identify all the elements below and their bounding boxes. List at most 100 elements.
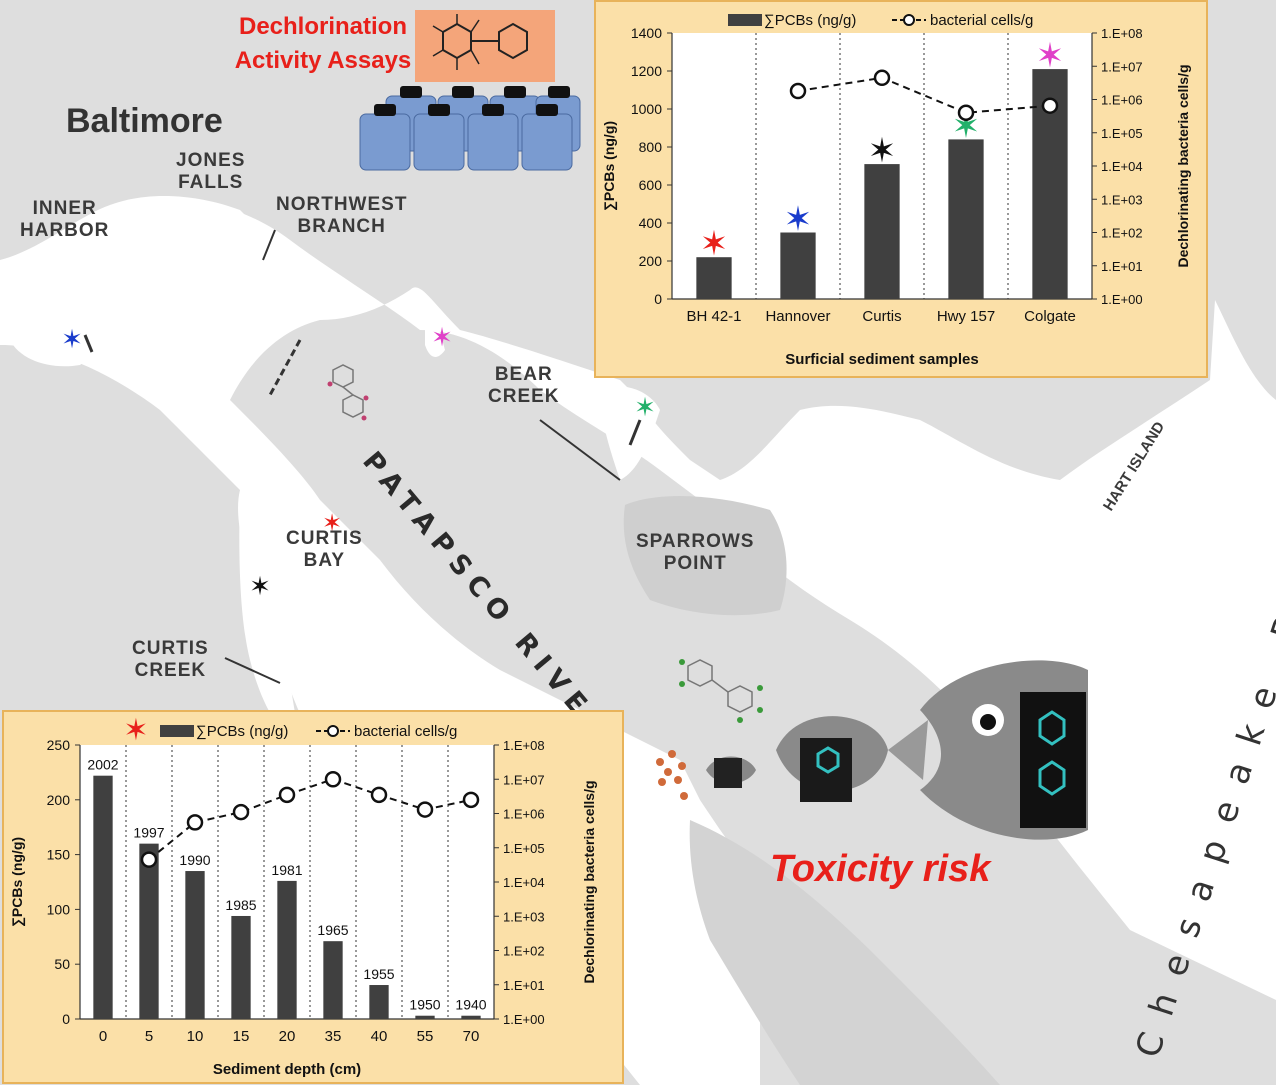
y-tick-label: 1200 [631,63,662,79]
y2-tick-label: 1.E+00 [1101,292,1143,307]
y-tick-label: 400 [639,215,663,231]
bar-year-label: 1940 [455,997,486,1013]
y-tick-label: 200 [47,792,71,808]
bacteria-point [957,104,975,121]
map-star-hannover: ✶ [61,324,83,354]
bear-creek-water [600,386,660,480]
map-star-colgate: ✶ [431,322,453,352]
y-axis-label: ∑PCBs (ng/g) [9,837,26,927]
map-star-bh42: ✶ [322,510,342,537]
y2-tick-label: 1.E+03 [503,909,545,924]
x-tick-label: 5 [145,1028,153,1045]
y2-tick-label: 1.E+01 [503,978,545,993]
legend-line-marker [327,725,339,737]
depth-chart-panel: 0 50 100 150 200 250 1.E+00 1.E+01 1.E+02 1.E+03 1… [2,710,624,1084]
x-tick-label: Colgate [1024,308,1076,325]
y2-tick-label: 1.E+02 [503,944,545,959]
x-tick-label: 70 [463,1028,480,1045]
label-curtis-bay: CURTIS BAY [286,528,363,571]
bacteria-point [789,82,807,100]
map-star-hwy157: ✶ [634,392,656,422]
x-tick-label: Hannover [765,308,830,325]
bar-Hwy 157 [948,139,984,299]
site-star-red-star: ✶ [700,225,729,263]
y-tick-label: 600 [639,177,663,193]
x-axis-label: Surficial sediment samples [785,351,978,368]
y-tick-label: 1000 [631,101,662,117]
bar-year-label: 2002 [87,757,118,773]
bar-5 [139,843,159,1019]
curtis-creek-water [239,490,300,740]
bacteria-point [1041,97,1059,114]
bar-35 [323,941,343,1019]
x-tick-label: 10 [187,1028,204,1045]
site-star-pink-star: ✶ [1036,37,1065,75]
bar-40 [369,985,389,1019]
x-axis-label: Sediment depth (cm) [213,1061,361,1078]
y-tick-label: 800 [639,139,663,155]
bar-BH 42-1 [696,257,732,299]
colgate-creek-water [425,295,445,357]
bar-year-label: 1965 [317,922,348,938]
bar-year-label: 1997 [133,825,164,841]
bacteria-point [324,771,342,788]
y2-tick-label: 1.E+05 [503,841,545,856]
fish-foodchain-icon [656,660,1088,840]
bacteria-point [370,786,388,804]
legend-line-marker [903,14,915,26]
pcb-molecule-icon-2 [679,659,763,723]
y2-axis-label: Dechlorinating bacteria cells/g [581,780,597,983]
y-tick-label: 100 [47,901,71,917]
bacteria-point [462,791,480,809]
legend-bar-label: ∑PCBs (ng/g) [196,723,288,740]
site-star-black-star: ✶ [868,132,897,170]
label-bear-creek: BEAR CREEK [488,364,560,407]
label-jones-falls: JONES FALLS [176,150,246,193]
assay-bottles-icon [359,86,581,171]
bacteria-point [416,801,434,818]
x-tick-label: 35 [325,1028,342,1045]
y-tick-label: 0 [654,291,662,307]
bar-year-label: 1985 [225,897,256,913]
x-tick-label: 20 [279,1028,296,1045]
label-inner-harbor: INNER HARBOR [20,198,110,241]
y2-tick-label: 1.E+00 [503,1012,545,1027]
site-star-blue-star: ✶ [784,201,813,239]
bar-year-label: 1990 [179,852,210,868]
pcb-molecule-icon [327,364,369,421]
y-tick-label: 150 [47,847,71,863]
surficial-sediment-chart: 0 200 400 600 800 1000 1200 1400 1.E+00 1.E+01 1.E… [601,12,1191,368]
y2-tick-label: 1.E+04 [1101,159,1143,174]
y2-tick-label: 1.E+07 [1101,59,1143,74]
legend-bar-swatch [160,725,194,737]
toxicity-risk-label: Toxicity risk [770,848,991,890]
legend-line-label: bacterial cells/g [354,723,457,740]
bacteria-point [186,814,204,831]
y2-axis-label: Dechlorinating bacteria cells/g [1175,64,1191,267]
sediment-depth-chart: 0501001502002501.E+001.E+011.E+021.E+031… [9,714,597,1078]
city-label: Baltimore [66,102,223,140]
river-water [0,199,1276,1085]
legend-bar-label: ∑PCBs (ng/g) [764,12,856,29]
lower-land [689,820,1000,1085]
label-northwest-branch: NORTHWEST BRANCH [276,194,408,237]
x-tick-label: Hwy 157 [937,308,995,325]
y-tick-label: 50 [54,956,70,972]
sparrows-point-land [623,495,787,616]
y2-tick-label: 1.E+06 [1101,93,1143,108]
bar-Curtis [864,164,900,299]
y2-tick-label: 1.E+04 [503,875,545,890]
y2-tick-label: 1.E+07 [503,772,545,787]
bacteria-point [278,786,296,804]
bar-55 [415,1015,435,1019]
y2-tick-label: 1.E+01 [1101,259,1143,274]
y-tick-label: 0 [62,1011,70,1027]
bar-year-label: 1981 [271,862,302,878]
bacteria-point [232,803,250,821]
legend-line-label: bacterial cells/g [930,12,1033,29]
x-tick-label: 40 [371,1028,388,1045]
bar-0 [93,775,113,1019]
surficial-chart-panel: 0 200 400 600 800 1000 1200 1400 1.E+00 1.E+01 1.E… [594,0,1208,378]
legend-bar-swatch [728,14,762,26]
